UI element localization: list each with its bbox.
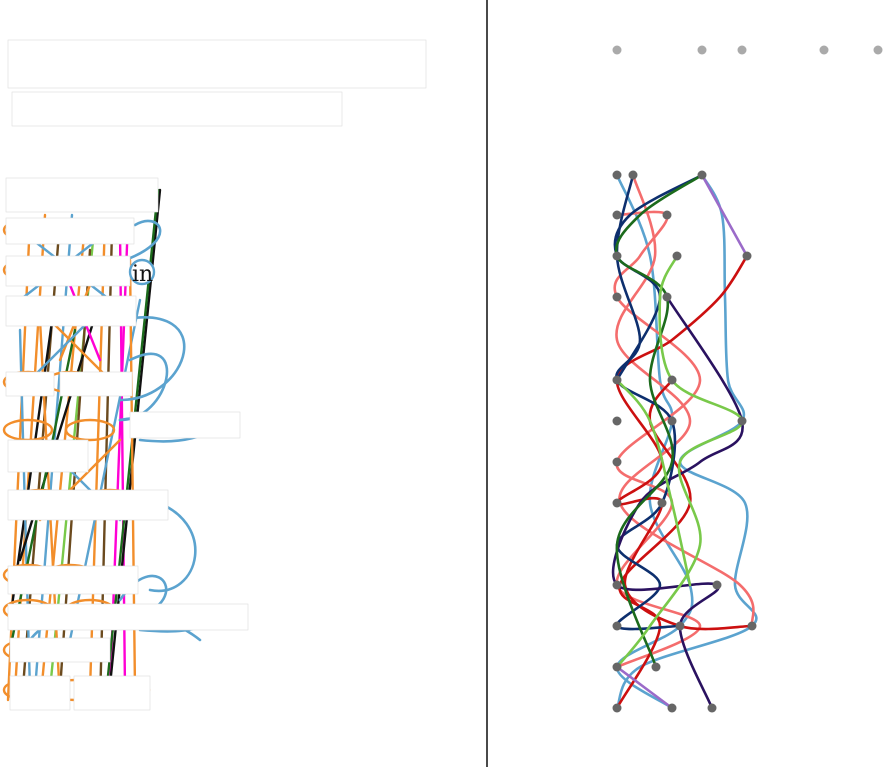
orange-arc	[64, 418, 116, 442]
edge-2	[613, 210, 702, 669]
node	[651, 662, 661, 672]
node	[662, 292, 672, 302]
redacted-label-11	[7, 565, 139, 595]
panel-divider	[486, 0, 488, 767]
node	[662, 210, 672, 220]
edge-13	[615, 665, 674, 710]
edge-11	[615, 378, 692, 587]
edge-10	[615, 254, 744, 669]
redacted-label-4	[5, 255, 131, 287]
redacted-label-7	[59, 371, 133, 397]
left-edge-bundle-diagram: in	[2, 39, 427, 711]
node	[612, 498, 622, 508]
edge-0	[615, 173, 758, 710]
highlighted-node	[128, 258, 156, 286]
top-dot	[737, 45, 747, 55]
node	[612, 457, 622, 467]
node	[712, 580, 722, 590]
node	[612, 210, 622, 220]
node	[672, 251, 682, 261]
redacted-label-2	[5, 177, 159, 213]
right-panel	[488, 0, 890, 767]
top-dot	[873, 45, 883, 55]
right-edge-bundle-diagram	[611, 45, 883, 713]
node	[737, 416, 747, 426]
edge-3	[615, 173, 755, 628]
redacted-label-6	[5, 371, 55, 397]
edge-9	[614, 173, 704, 669]
edge-12	[700, 173, 749, 258]
left-panel: in	[2, 39, 427, 711]
redacted-label-5	[5, 295, 137, 327]
top-dot	[612, 45, 622, 55]
redacted-label-15	[73, 675, 151, 711]
node	[742, 251, 752, 261]
loop-edge-6	[123, 219, 162, 262]
redacted-label-8	[129, 411, 241, 439]
node	[707, 703, 717, 713]
redacted-label-12	[7, 603, 249, 631]
top-dot	[819, 45, 829, 55]
node	[667, 375, 677, 385]
node	[612, 292, 622, 302]
node	[675, 621, 685, 631]
edge-6	[615, 173, 682, 631]
redacted-label-10	[7, 489, 169, 521]
node	[667, 416, 677, 426]
node	[612, 170, 622, 180]
node	[667, 703, 677, 713]
node	[657, 498, 667, 508]
node	[612, 416, 622, 426]
redacted-label-0	[7, 39, 427, 89]
node	[747, 621, 757, 631]
node	[612, 662, 622, 672]
redacted-label-14	[9, 675, 71, 711]
node	[628, 170, 638, 180]
node	[612, 251, 622, 261]
node-label-fragment: in	[132, 262, 153, 287]
redacted-label-9	[7, 439, 89, 473]
redacted-label-3	[5, 217, 135, 245]
top-dot	[697, 45, 707, 55]
loop-edge-0	[118, 316, 186, 402]
node	[612, 621, 622, 631]
node	[612, 580, 622, 590]
node	[612, 703, 622, 713]
redacted-label-1	[11, 91, 343, 127]
node	[612, 375, 622, 385]
node	[697, 170, 707, 180]
redacted-label-13	[9, 637, 111, 663]
